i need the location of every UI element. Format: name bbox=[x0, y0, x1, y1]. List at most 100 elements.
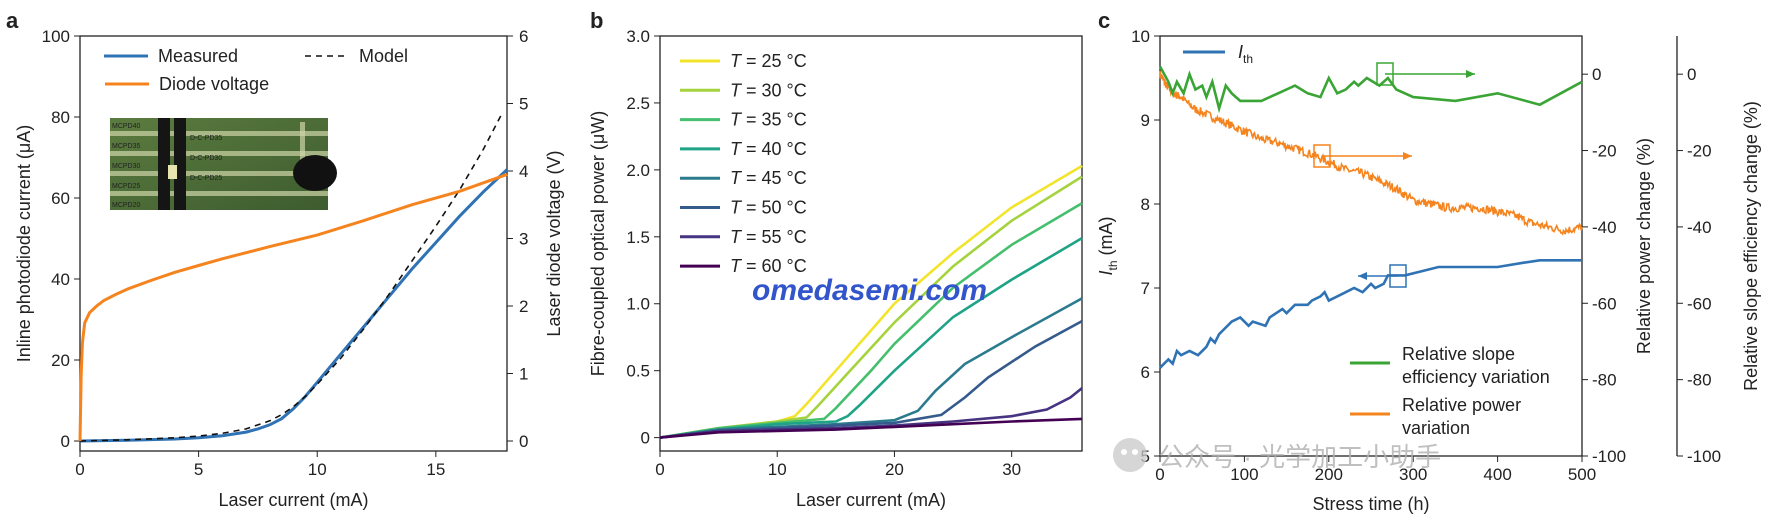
x-tick-label: 0 bbox=[75, 460, 84, 479]
series-line-t30 bbox=[659, 175, 1083, 439]
y2-tick-label: 6 bbox=[519, 27, 528, 46]
legend-prefix: T bbox=[730, 168, 743, 188]
legend-label: = 25 °C bbox=[746, 51, 807, 71]
legend-label: Model bbox=[359, 46, 408, 66]
y-tick-label: 2.5 bbox=[626, 94, 650, 113]
series-line-ith bbox=[1159, 259, 1582, 369]
y-tick-label: 3.0 bbox=[626, 27, 650, 46]
y2-axis-label: Relative power change (%) bbox=[1634, 138, 1654, 354]
inset-label: MCPD40 bbox=[112, 123, 141, 130]
indicator-arrow-head bbox=[1358, 272, 1367, 280]
panel-letter-c: c bbox=[1098, 8, 1110, 33]
y3-tick-label: -60 bbox=[1687, 294, 1712, 313]
panel-a-plot-area bbox=[79, 35, 508, 452]
inset-label: D-C-PD25 bbox=[190, 175, 222, 182]
y-tick-label: 10 bbox=[1131, 27, 1150, 46]
watermark-wechat-text: 公众号 · 光学加工小助手 bbox=[1158, 442, 1441, 472]
x-tick-label: 200 bbox=[1315, 465, 1343, 484]
y-tick-label: 1.5 bbox=[626, 228, 650, 247]
y2-tick-label: -60 bbox=[1592, 294, 1617, 313]
legend-label-sub: th bbox=[1243, 52, 1253, 66]
legend-prefix: T bbox=[730, 227, 743, 247]
y2-tick-label: -20 bbox=[1592, 142, 1617, 161]
chip-inset-photo: MCPD40 MCPD35 D-C-PD35 MCPD30 D-C-PD30 MCPD25… bbox=[110, 118, 337, 210]
x-tick-label: 0 bbox=[655, 460, 664, 479]
inset-label: MCPD35 bbox=[112, 143, 141, 150]
y-tick-label: 7 bbox=[1141, 279, 1150, 298]
series-line-relative-power-variation bbox=[1159, 71, 1583, 236]
series-line-model bbox=[79, 112, 504, 442]
y-tick-label: 1.0 bbox=[626, 295, 650, 314]
x-tick-label: 100 bbox=[1230, 465, 1258, 484]
y-axis-label: Fibre-coupled optical power (μW) bbox=[588, 111, 608, 376]
inset-label: MCPD30 bbox=[112, 163, 141, 170]
series-line-t45 bbox=[659, 297, 1083, 439]
inset-label: D-C-PD35 bbox=[190, 135, 222, 142]
legend-label: = 30 °C bbox=[746, 80, 807, 100]
y3-tick-label: -100 bbox=[1687, 447, 1721, 466]
legend-prefix: T bbox=[730, 80, 743, 100]
y-tick-label: 20 bbox=[51, 351, 70, 370]
legend-label: Relative slope bbox=[1402, 344, 1515, 364]
series-line-measured bbox=[79, 168, 509, 443]
y-tick-label: 6 bbox=[1141, 363, 1150, 382]
y2-tick-label: -80 bbox=[1592, 371, 1617, 390]
y2-tick-label: 1 bbox=[519, 365, 528, 384]
legend-label: = 60 °C bbox=[746, 256, 807, 276]
axis-indicator-arrows bbox=[1313, 62, 1475, 288]
legend-label: = 35 °C bbox=[746, 110, 807, 130]
y-axis-label-unit: (mA) bbox=[1096, 216, 1116, 260]
x-axis-label: Laser current (mA) bbox=[796, 490, 946, 510]
legend-label: efficiency variation bbox=[1402, 367, 1550, 387]
y-tick-label: 80 bbox=[51, 108, 70, 127]
y-tick-label: 0 bbox=[61, 432, 70, 451]
y3-tick-label: -20 bbox=[1687, 142, 1712, 161]
y-tick-label: 2.0 bbox=[626, 161, 650, 180]
y-tick-label: 0 bbox=[641, 429, 650, 448]
legend-label: variation bbox=[1402, 418, 1470, 438]
watermark-wechat: 公众号 · 光学加工小助手 bbox=[1113, 438, 1441, 472]
x-tick-label: 300 bbox=[1399, 465, 1427, 484]
y3-axis-label: Relative slope efficiency change (%) bbox=[1741, 101, 1761, 391]
y2-tick-label: -40 bbox=[1592, 218, 1617, 237]
y2-tick-label: 3 bbox=[519, 230, 528, 249]
x-tick-label: 5 bbox=[194, 460, 203, 479]
x-tick-label: 10 bbox=[768, 460, 787, 479]
legend-label-main: I bbox=[1238, 42, 1243, 62]
legend-label: = 55 °C bbox=[746, 227, 807, 247]
inset-label: MCPD20 bbox=[112, 202, 141, 209]
y-axis-label: Inline photodiode current (μA) bbox=[14, 125, 34, 363]
legend-prefix: T bbox=[730, 110, 743, 130]
y3-tick-label: -80 bbox=[1687, 371, 1712, 390]
y-tick-label: 60 bbox=[51, 189, 70, 208]
series-line-t40 bbox=[659, 236, 1083, 439]
x-tick-label: 400 bbox=[1483, 465, 1511, 484]
legend-label: Relative power bbox=[1402, 395, 1521, 415]
y2-tick-label: -100 bbox=[1592, 447, 1626, 466]
y3-tick-label: 0 bbox=[1687, 65, 1696, 84]
x-axis-label: Stress time (h) bbox=[1312, 494, 1429, 514]
panel-b: b 0 10 20 30 0 0.5 1.0 1.5 2.0 2.5 3.0 Laser curren… bbox=[588, 8, 1083, 510]
x-tick-label: 20 bbox=[885, 460, 904, 479]
y2-axis-label: Laser diode voltage (V) bbox=[544, 150, 564, 336]
panel-letter-a: a bbox=[6, 8, 19, 33]
series-line-t35 bbox=[659, 202, 1083, 439]
indicator-arrow-head bbox=[1466, 70, 1475, 78]
series-line-t60 bbox=[659, 417, 1083, 439]
y-tick-label: 40 bbox=[51, 270, 70, 289]
legend-prefix: T bbox=[730, 256, 743, 276]
panel-a: a MCPD40MCPD35D-C-PD35MCPD30D-C-PD30MCPD… bbox=[6, 8, 564, 510]
y3-tick-label: -40 bbox=[1687, 218, 1712, 237]
x-tick-label: 0 bbox=[1155, 465, 1164, 484]
indicator-arrow-head bbox=[1403, 152, 1412, 160]
x-tick-label: 10 bbox=[308, 460, 327, 479]
y-axis-label-main: I bbox=[1096, 271, 1116, 276]
legend-label: Ith bbox=[1238, 42, 1253, 66]
y2-tick-label: 0 bbox=[519, 432, 528, 451]
x-tick-label: 15 bbox=[426, 460, 445, 479]
legend-label: Measured bbox=[158, 46, 238, 66]
legend-label: = 45 °C bbox=[746, 168, 807, 188]
legend-label: = 40 °C bbox=[746, 139, 807, 159]
legend-prefix: T bbox=[730, 51, 743, 71]
